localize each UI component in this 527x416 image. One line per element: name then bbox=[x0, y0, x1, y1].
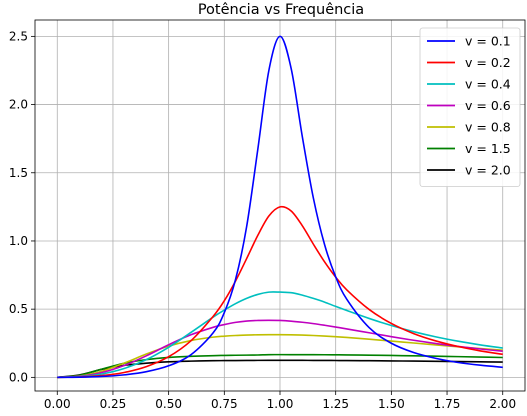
series-line bbox=[57, 359, 503, 379]
x-tick-label: 2.00 bbox=[489, 397, 516, 411]
x-tick-label: 0.25 bbox=[100, 397, 127, 411]
series-line bbox=[57, 333, 503, 379]
y-tick-label: 1.5 bbox=[9, 166, 28, 180]
y-tick-label: 0.5 bbox=[9, 302, 28, 316]
x-axis: 0.00 0.25 0.50 0.75 1.00 1.25 1.50 1.75 2.00 bbox=[44, 391, 516, 411]
y-axis: 0.0 0.5 1.0 1.5 2.0 2.5 bbox=[9, 29, 35, 384]
y-tick-label: 2.5 bbox=[9, 29, 28, 43]
series-line bbox=[57, 35, 503, 379]
legend: v = 0.1 v = 0.2 v = 0.4 v = 0.6 v = 0.8 v = 1… bbox=[419, 27, 521, 187]
legend-label: v = 0.8 bbox=[465, 120, 511, 135]
chart-title: Potência vs Frequência bbox=[198, 2, 364, 18]
series-line bbox=[57, 353, 503, 379]
legend-label: v = 0.6 bbox=[465, 98, 511, 113]
x-tick-label: 0.50 bbox=[155, 397, 182, 411]
series-line bbox=[57, 319, 503, 379]
legend-label: v = 0.1 bbox=[465, 34, 511, 49]
x-tick-label: 1.50 bbox=[378, 397, 405, 411]
y-tick-label: 2.0 bbox=[9, 98, 28, 112]
y-tick-label: 1.0 bbox=[9, 234, 28, 248]
legend-label: v = 1.5 bbox=[465, 141, 511, 156]
x-tick-label: 1.75 bbox=[434, 397, 461, 411]
x-tick-label: 0.00 bbox=[44, 397, 71, 411]
legend-label: v = 0.4 bbox=[465, 77, 511, 92]
legend-label: v = 0.2 bbox=[465, 55, 511, 70]
x-tick-label: 1.25 bbox=[322, 397, 349, 411]
legend-label: v = 2.0 bbox=[465, 163, 511, 178]
x-tick-label: 1.00 bbox=[267, 397, 294, 411]
legend-box bbox=[419, 27, 521, 187]
y-tick-label: 0.0 bbox=[9, 370, 28, 384]
series-line bbox=[57, 291, 503, 379]
series-lines bbox=[57, 35, 503, 379]
series-line bbox=[57, 205, 503, 379]
x-tick-label: 0.75 bbox=[211, 397, 238, 411]
